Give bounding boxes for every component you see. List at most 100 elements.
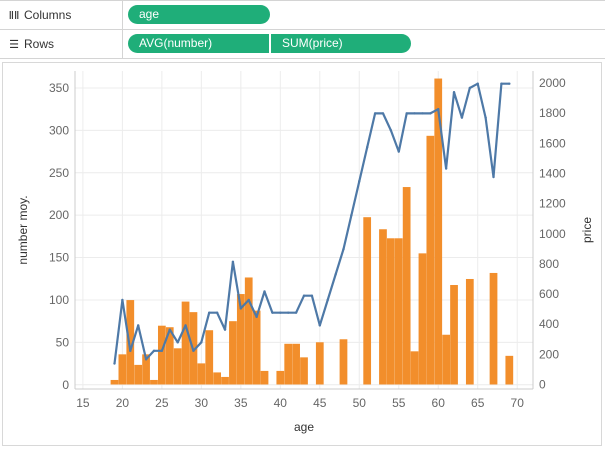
x-tick-label: 45 xyxy=(313,396,327,410)
price-bar[interactable] xyxy=(205,330,214,385)
price-bar[interactable] xyxy=(363,217,372,385)
number-point xyxy=(334,273,337,276)
x-tick-label: 70 xyxy=(511,396,525,410)
right-tick-label: 800 xyxy=(539,257,559,271)
number-point xyxy=(405,112,408,115)
number-point xyxy=(129,349,132,353)
price-bar[interactable] xyxy=(379,229,387,385)
number-point xyxy=(239,307,243,310)
right-tick-label: 1000 xyxy=(539,227,566,241)
x-tick-label: 25 xyxy=(155,396,169,410)
number-point xyxy=(263,290,266,293)
price-bar[interactable] xyxy=(418,253,427,385)
price-bar[interactable] xyxy=(402,187,411,385)
number-point xyxy=(152,349,156,353)
price-bar[interactable] xyxy=(450,285,458,385)
number-point xyxy=(184,324,187,327)
price-bars xyxy=(110,78,514,385)
price-bar[interactable] xyxy=(505,355,514,385)
price-bar[interactable] xyxy=(315,342,324,385)
number-point xyxy=(215,311,219,314)
price-bar[interactable] xyxy=(489,272,498,385)
left-tick-label: 0 xyxy=(62,378,69,392)
price-bar[interactable] xyxy=(110,379,119,385)
number-point xyxy=(421,112,424,115)
left-tick-label: 50 xyxy=(56,335,70,349)
x-tick-label: 35 xyxy=(234,396,248,410)
price-bar[interactable] xyxy=(394,238,403,385)
price-bar[interactable] xyxy=(442,334,451,385)
number-point xyxy=(208,311,211,314)
price-bar[interactable] xyxy=(157,325,166,385)
price-bar[interactable] xyxy=(142,354,150,385)
number-point xyxy=(381,112,385,115)
price-bar[interactable] xyxy=(339,339,348,385)
number-point xyxy=(358,180,361,183)
number-point xyxy=(500,82,503,85)
left-axis-title: number moy. xyxy=(16,195,30,264)
price-bar[interactable] xyxy=(134,364,143,385)
number-point xyxy=(492,175,495,179)
sum-price-pill[interactable]: SUM(price) xyxy=(271,34,411,53)
price-bar[interactable] xyxy=(229,321,237,385)
price-bar[interactable] xyxy=(260,370,269,385)
number-point xyxy=(437,107,440,111)
number-point xyxy=(342,247,345,251)
price-bar[interactable] xyxy=(410,351,419,385)
price-bar[interactable] xyxy=(181,301,190,385)
number-point xyxy=(144,358,148,361)
number-point xyxy=(365,146,369,149)
number-point xyxy=(468,86,472,90)
price-bar[interactable] xyxy=(197,363,206,385)
price-bar[interactable] xyxy=(150,379,158,385)
price-bar[interactable] xyxy=(426,135,435,385)
price-bar[interactable] xyxy=(465,278,474,385)
right-tick-label: 400 xyxy=(539,317,559,331)
price-bar[interactable] xyxy=(292,343,300,385)
avg-number-pill[interactable]: AVG(number) xyxy=(128,34,269,53)
number-point xyxy=(373,112,377,115)
number-point xyxy=(247,298,250,302)
price-bar[interactable] xyxy=(213,372,222,385)
price-bar[interactable] xyxy=(236,294,245,385)
number-point xyxy=(231,260,235,263)
price-bar[interactable] xyxy=(118,354,127,385)
x-tick-label: 50 xyxy=(353,396,367,410)
rows-icon: ☰ xyxy=(9,38,19,51)
chart-area: 0 50 100 150 200 250 300 350 0 200 400 600 800 1000 12… xyxy=(2,62,602,446)
x-tick-label: 65 xyxy=(471,396,485,410)
right-tick-label: 1800 xyxy=(539,106,566,120)
number-point xyxy=(389,129,393,132)
left-tick-label: 250 xyxy=(49,166,69,180)
price-bar[interactable] xyxy=(434,78,443,385)
price-bar[interactable] xyxy=(165,327,174,385)
number-point xyxy=(294,311,298,314)
price-bar[interactable] xyxy=(126,300,135,385)
rows-shelf-title: Rows xyxy=(24,37,55,51)
number-series-line[interactable] xyxy=(113,82,510,364)
right-tick-label: 1200 xyxy=(539,197,566,211)
left-tick-label: 150 xyxy=(49,251,69,265)
number-point xyxy=(452,91,456,94)
price-bar[interactable] xyxy=(276,370,285,385)
x-tick-label: 20 xyxy=(116,396,130,410)
number-point xyxy=(484,116,487,119)
price-bar[interactable] xyxy=(252,310,261,385)
price-bar[interactable] xyxy=(300,357,308,385)
age-pill[interactable]: age xyxy=(128,5,270,24)
price-bar[interactable] xyxy=(221,376,229,385)
x-tick-label: 15 xyxy=(76,396,90,410)
axes: 0 50 100 150 200 250 300 350 0 200 400 600 800 1000 12… xyxy=(16,71,594,434)
right-tick-label: 200 xyxy=(539,347,559,361)
left-tick-label: 100 xyxy=(49,293,69,307)
number-point xyxy=(200,341,203,344)
price-bar[interactable] xyxy=(173,348,182,385)
price-bar[interactable] xyxy=(284,343,293,385)
price-bar[interactable] xyxy=(386,238,395,385)
right-tick-label: 1400 xyxy=(539,166,566,180)
columns-icon: ⅡⅡ xyxy=(8,9,20,22)
number-point xyxy=(255,315,258,319)
number-point xyxy=(350,213,353,217)
number-point xyxy=(413,112,416,115)
price-bar[interactable] xyxy=(244,277,253,385)
